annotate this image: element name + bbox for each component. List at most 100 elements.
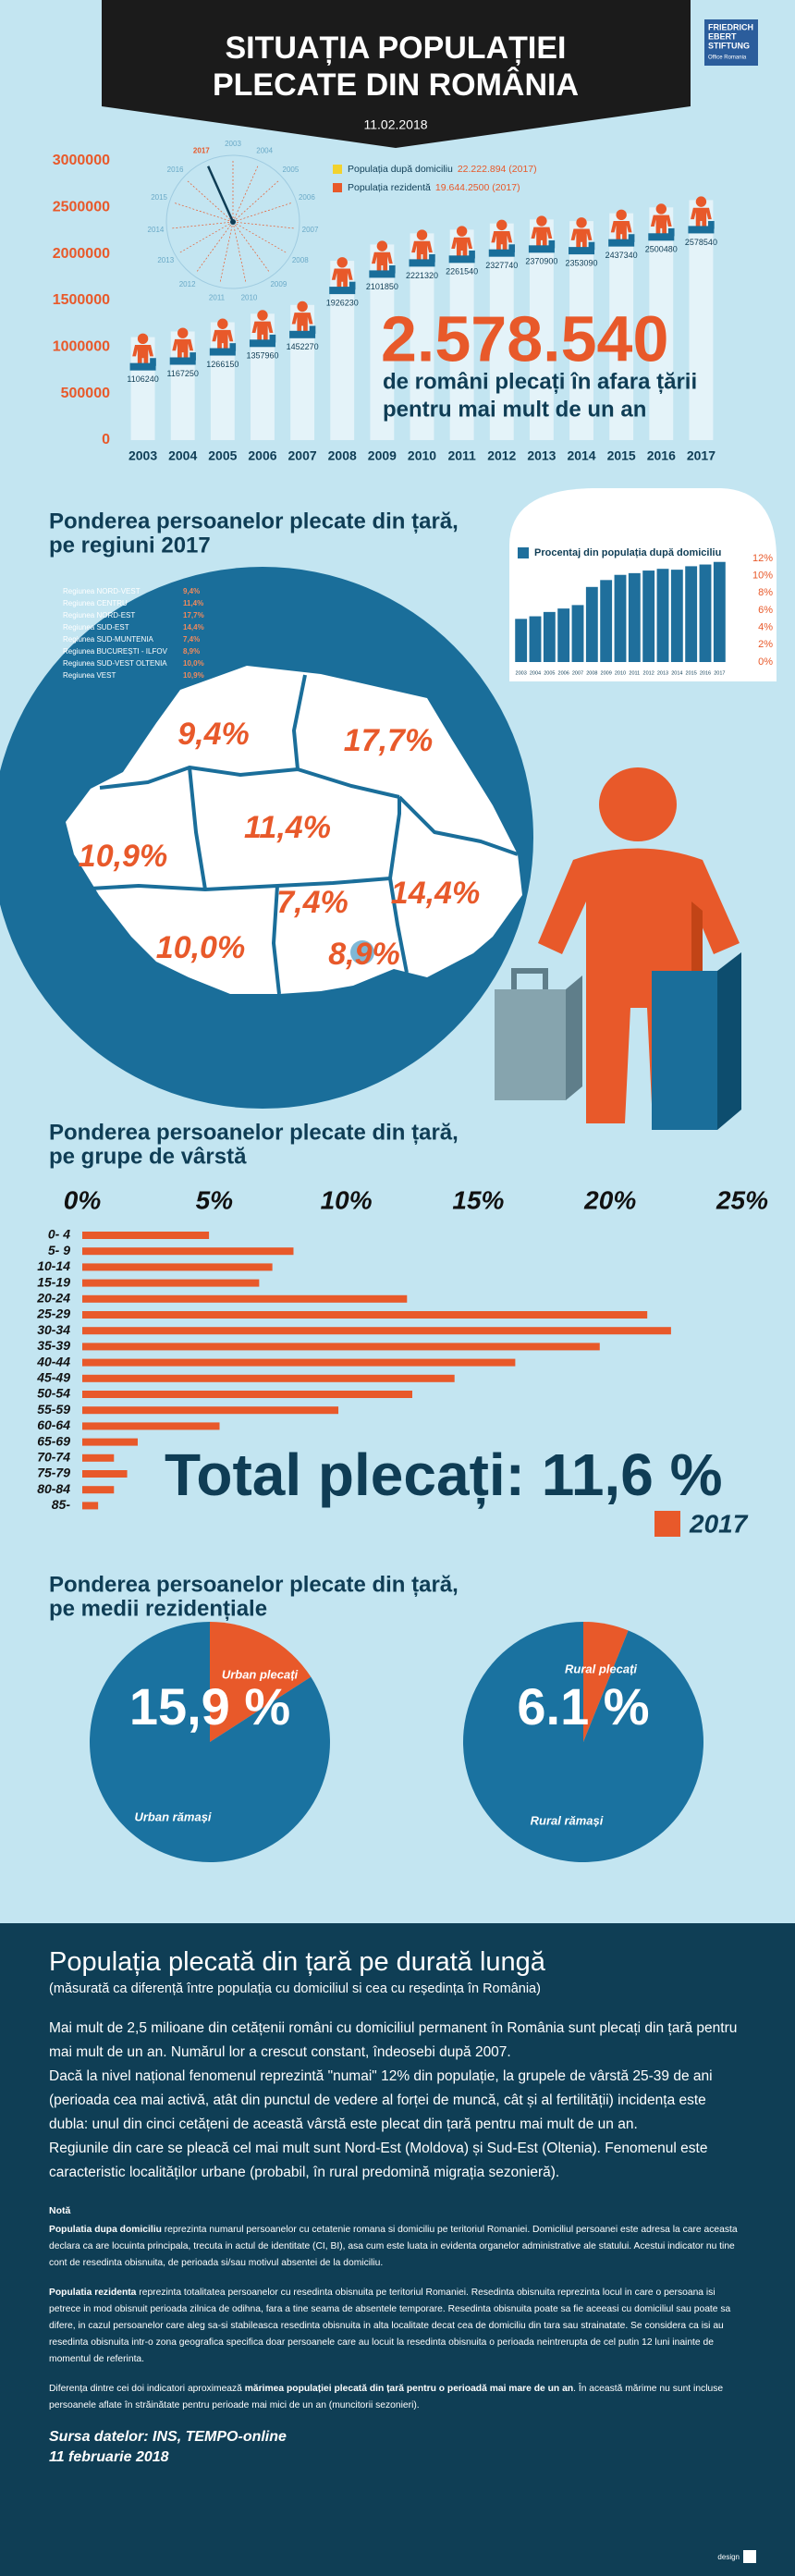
source-line: Sursa datelor: INS, TEMPO-online [49, 2429, 287, 2445]
y-tick-label: 75-79 [37, 1466, 70, 1480]
legend-value: 22.222.894 (2017) [458, 164, 537, 175]
paragraph: Regiunile din care se pleacă cel mai mul… [49, 2141, 708, 2180]
legend-swatch [654, 1511, 680, 1537]
bar [642, 570, 655, 662]
legend-value: 9,4% [183, 587, 200, 595]
x-tick-label: 2004 [530, 670, 541, 676]
value-label: 1452270 [287, 342, 319, 351]
x-tick-label: 2008 [586, 670, 597, 676]
y-tick-label: 1500000 [53, 292, 110, 308]
clock-year: 2005 [283, 166, 300, 174]
map-label: 14,4% [391, 876, 480, 911]
y-tick-label: 30-34 [37, 1322, 70, 1337]
person-head [257, 310, 268, 321]
person-bag [508, 244, 516, 252]
region-border [388, 877, 409, 974]
person-head [576, 217, 587, 228]
chart-title: pe regiuni 2017 [49, 533, 211, 558]
bar [609, 213, 634, 440]
bar [529, 616, 542, 662]
person-body [610, 220, 632, 245]
person-icon [610, 209, 635, 245]
person-head [177, 327, 189, 338]
legend-text: Regiunea NORD-VEST [63, 587, 141, 595]
x-tick-label: 2015 [607, 448, 636, 463]
person-icon [491, 219, 516, 255]
value-label: 2370900 [525, 257, 557, 266]
bar [82, 1406, 339, 1415]
bar [82, 1343, 600, 1351]
pie-slice [583, 1622, 629, 1742]
bar [585, 586, 598, 662]
y-tick-label: 4% [758, 622, 773, 633]
pedestal [648, 233, 675, 241]
x-tick-label: 2017 [714, 670, 725, 676]
chart-title: Ponderea persoanelor plecate din țară, [49, 1572, 459, 1597]
suitcase-gray [495, 989, 566, 1100]
legend-value: 8,9% [183, 647, 200, 656]
x-tick-label: 2012 [643, 670, 654, 676]
bar [614, 574, 627, 662]
y-tick-label: 3000000 [53, 153, 110, 168]
person-body [531, 227, 553, 251]
person-icon [531, 215, 556, 251]
title-line: SITUAȚIA POPULAȚIEI [226, 31, 567, 66]
y-tick-label: 20-24 [36, 1291, 70, 1306]
bar [82, 1358, 516, 1367]
clock-spoke [187, 180, 234, 223]
pedestal [249, 339, 275, 348]
person-bag [429, 253, 435, 263]
person-icon [132, 333, 156, 369]
bar [713, 561, 726, 662]
person-bag [708, 221, 715, 229]
bar [82, 1279, 260, 1287]
y-tick-label: 80-84 [37, 1481, 70, 1496]
person-bag [309, 325, 316, 334]
bar [82, 1502, 99, 1510]
person-head [137, 333, 149, 345]
legend-text: 2017 [689, 1509, 749, 1538]
clock-year: 2012 [179, 280, 196, 288]
y-tick-label: 6% [758, 605, 773, 616]
y-tick-label: 5- 9 [48, 1243, 70, 1257]
person-bag [628, 234, 635, 242]
footer-text: design [717, 2552, 740, 2561]
region-border [388, 797, 401, 879]
value-label: 2437340 [605, 251, 638, 260]
pedestal [608, 239, 635, 247]
map-label: 9,4% [177, 717, 250, 752]
person-body [172, 338, 194, 363]
bar [489, 223, 514, 440]
value-label: 15,9 % [129, 1677, 290, 1736]
clock-spoke [232, 202, 291, 223]
y-tick-label: 15-19 [37, 1274, 70, 1289]
value-label: 6.1 % [517, 1677, 649, 1736]
person-body [212, 329, 234, 354]
clock-spoke [232, 180, 279, 223]
suitcase-blue [652, 971, 717, 1130]
pedestal [528, 245, 555, 253]
clock-year: 2017 [193, 146, 210, 154]
pedestal [209, 348, 236, 356]
clock-year: 2004 [256, 146, 273, 154]
note-text: Populatia rezidenta [49, 2288, 137, 2298]
legend-text: Regiunea CENTRU [63, 599, 128, 607]
y-tick-label: 0- 4 [48, 1227, 70, 1242]
x-tick-label: 2005 [208, 448, 237, 463]
region-border [73, 877, 391, 891]
legend-value: 11,4% [183, 599, 203, 607]
legend-swatch [333, 183, 342, 192]
slice-label: Urban plecați [222, 1667, 299, 1681]
y-tick-label: 1000000 [53, 339, 110, 355]
bar [82, 1454, 115, 1462]
person-bag [269, 334, 276, 343]
logo-text: STIFTUNG [708, 41, 750, 50]
legend-swatch [518, 547, 529, 558]
bar [649, 207, 674, 440]
x-tick-label: 2006 [558, 670, 569, 676]
clock-year: 2007 [302, 226, 319, 234]
pie-slice [89, 1622, 330, 1862]
logo-text: FRIEDRICH [708, 22, 753, 31]
person-bag [150, 358, 156, 366]
x-tick-label: 2007 [572, 670, 583, 676]
